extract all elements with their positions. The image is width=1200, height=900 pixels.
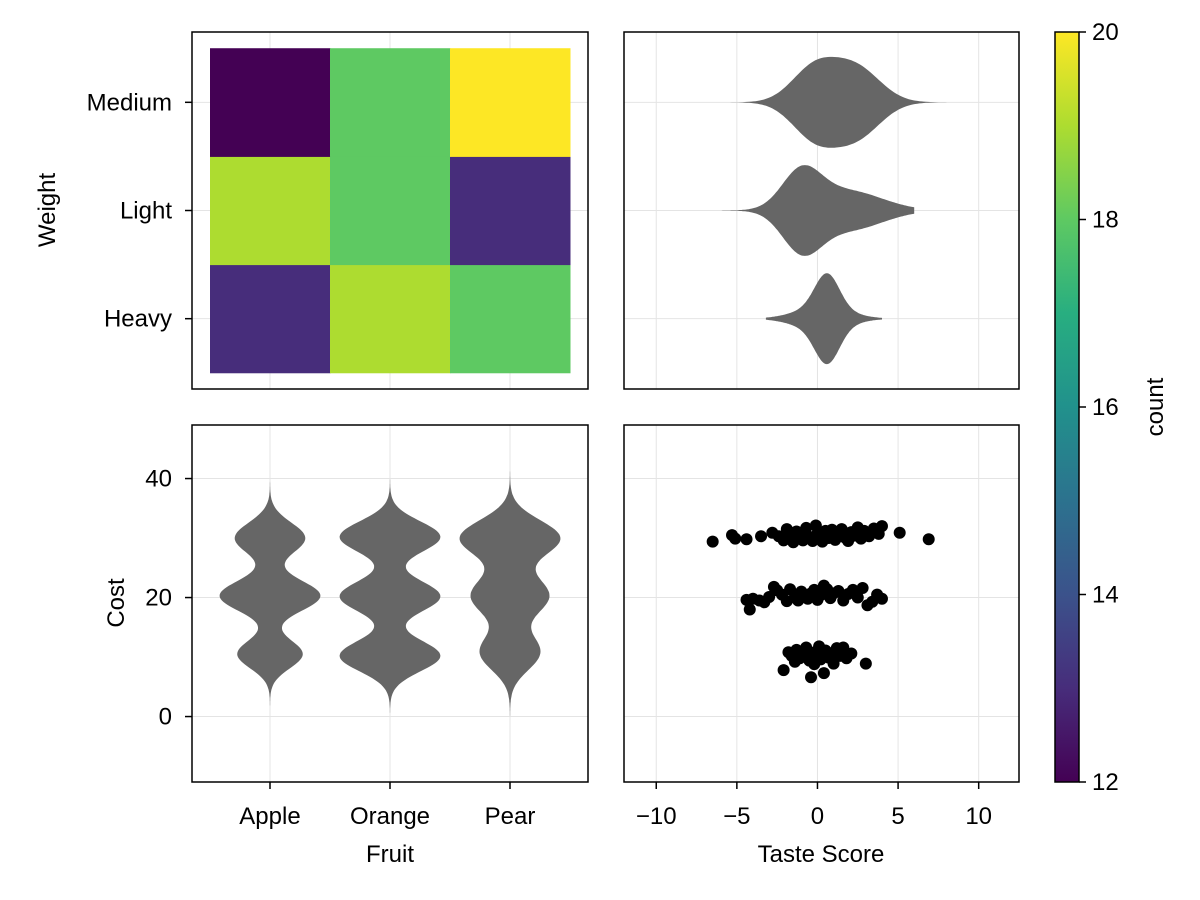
heatmap-cell-orange-heavy (330, 264, 451, 374)
scatter-point (859, 657, 872, 670)
scatter-point (729, 532, 742, 545)
scatter-point (706, 535, 719, 548)
scatter-x-tick-label: 10 (965, 803, 992, 830)
violin-orange (339, 472, 441, 717)
colorbar: 12 14 16 18 20 count (1054, 19, 1169, 796)
colorbar-gradient (1055, 32, 1079, 782)
colorbar-tick-label: 14 (1092, 582, 1119, 609)
violin-apple (219, 478, 321, 717)
heatmap-ylabel: Weight (34, 173, 61, 248)
heatmap-cell-apple-heavy (210, 264, 331, 374)
scatter-point (845, 647, 858, 660)
violin-vertical-marks (219, 460, 561, 729)
heatmap-cell-pear-heavy (450, 264, 571, 374)
colorbar-tick-label: 12 (1092, 769, 1119, 796)
scatter-point (811, 651, 824, 664)
colorbar-tick-label: 16 (1092, 394, 1119, 421)
heatmap-panel: Heavy Light Medium Weight (34, 31, 589, 390)
heatmap-cell-pear-light (450, 156, 571, 266)
heatmap-y-tick-label: Light (120, 198, 172, 225)
scatter-point (875, 520, 888, 533)
violin-vertical-ylabel: Cost (103, 578, 130, 628)
heatmap-cell-apple-light (210, 156, 331, 266)
heatmap-cells (210, 48, 571, 374)
scatter-x-tick-label: 0 (811, 803, 824, 830)
scatter-point (856, 582, 869, 595)
violin-pear (459, 460, 561, 729)
violin-vertical-xlabel: Fruit (366, 841, 414, 868)
violin-vertical-y-tick-label: 20 (145, 585, 172, 612)
scatter-point (805, 671, 818, 684)
heatmap-y-tick-label: Heavy (104, 306, 172, 333)
heatmap-y-ticks: Heavy Light Medium (87, 89, 192, 333)
colorbar-tick-label: 18 (1092, 207, 1119, 234)
heatmap-y-tick-label: Medium (87, 89, 172, 116)
scatter-point (922, 533, 935, 546)
violin-vertical-y-ticks: 0 20 40 (145, 466, 192, 731)
heatmap-cell-orange-medium (330, 48, 451, 157)
scatter-point (875, 592, 888, 605)
scatter-x-tick-label: 5 (891, 803, 904, 830)
scatter-point (851, 591, 864, 604)
scatter-point (801, 645, 814, 658)
violin-horizontal-panel (623, 31, 1020, 390)
scatter-xlabel: Taste Score (758, 841, 885, 868)
scatter-frame (623, 424, 1020, 783)
violin-heavy (765, 273, 882, 365)
scatter-point (811, 527, 824, 540)
violin-vertical-y-tick-label: 0 (159, 704, 172, 731)
scatter-point (772, 530, 785, 543)
scatter-points (706, 519, 935, 684)
scatter-point (777, 664, 790, 677)
violin-vertical-y-tick-label: 40 (145, 466, 172, 493)
colorbar-label: count (1142, 377, 1169, 436)
violin-vertical-panel: 0 20 40 Apple Orange Pear Fruit Cost (103, 424, 589, 868)
colorbar-ticks: 12 14 16 18 20 (1079, 19, 1119, 796)
heatmap-cell-orange-light (330, 156, 451, 266)
violin-vertical-x-ticks: Apple Orange Pear (239, 782, 535, 830)
violin-vertical-x-tick-label: Pear (485, 803, 536, 830)
scatter-point (758, 596, 771, 609)
colorbar-tick-label: 20 (1092, 19, 1119, 46)
violin-medium (672, 56, 971, 148)
scatter-x-tick-label: −5 (723, 803, 750, 830)
scatter-point (755, 530, 768, 543)
violin-horizontal-frame (623, 31, 1020, 390)
violin-vertical-x-tick-label: Orange (350, 803, 430, 830)
scatter-point (788, 655, 801, 668)
scatter-point (832, 585, 845, 598)
scatter-x-ticks: −10 −5 0 5 10 (636, 782, 992, 830)
heatmap-cell-pear-medium (450, 48, 571, 157)
scatter-point (893, 526, 906, 539)
scatter-point (821, 646, 834, 659)
scatter-point (740, 533, 753, 546)
scatter-point (817, 667, 830, 680)
scatter-x-tick-label: −10 (636, 803, 677, 830)
violin-light (712, 165, 915, 256)
scatter-panel: −10 −5 0 5 10 Taste Score (623, 424, 1020, 868)
scatter-point (743, 603, 756, 616)
heatmap-cell-apple-medium (210, 48, 331, 157)
violin-horizontal-marks (672, 56, 971, 365)
violin-vertical-x-tick-label: Apple (239, 803, 300, 830)
